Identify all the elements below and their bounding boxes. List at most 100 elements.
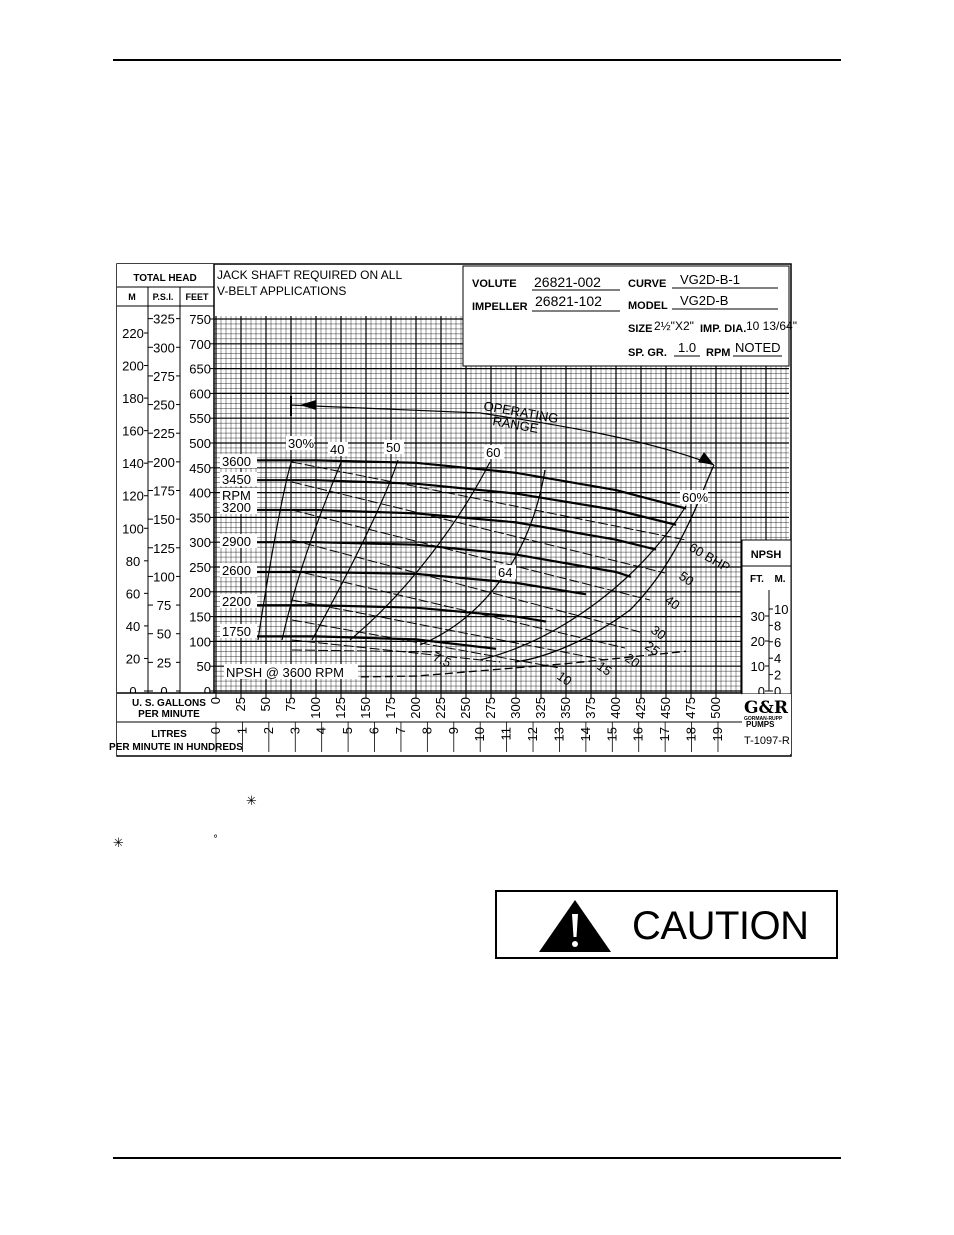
feet-tick-label: 750: [189, 312, 211, 327]
bhp-curve: [291, 461, 687, 541]
head-capacity-curve: [241, 459, 687, 510]
gpm-tick-label: 475: [683, 697, 698, 719]
m-tick-label: 0: [129, 684, 136, 699]
psi-tick-label: 0: [160, 684, 167, 699]
efficiency-curve: [479, 505, 687, 661]
imp-dia-value: 10 13/64": [746, 319, 797, 333]
npsh-m-tick-label: 2: [774, 668, 781, 683]
rpm-label: RPM: [706, 347, 730, 359]
npsh-axis-title: NPSH: [751, 549, 782, 561]
litres-tick-label: 9: [446, 727, 461, 734]
feet-tick-label: 150: [189, 610, 211, 625]
litres-tick-label: 18: [684, 727, 699, 741]
efficiency-curve: [257, 459, 293, 641]
curve-value: VG2D-B-1: [680, 272, 740, 287]
feet-tick-label: 500: [189, 436, 211, 451]
psi-tick-label: 75: [157, 598, 171, 613]
psi-tick-label: 100: [153, 569, 175, 584]
feet-tick-label: 250: [189, 560, 211, 575]
gpm-tick-label: 375: [583, 697, 598, 719]
efficiency-curve: [281, 459, 343, 641]
psi-tick-label: 275: [153, 369, 175, 384]
rpm-curve-label: 2900: [222, 534, 251, 549]
npsh-col-m: M.: [774, 574, 785, 585]
efficiency-curve: [311, 459, 399, 641]
feet-tick-label: 650: [189, 362, 211, 377]
litres-tick-label: 4: [314, 727, 329, 734]
psi-tick-label: 50: [157, 627, 171, 642]
feet-tick-label: 400: [189, 486, 211, 501]
psi-tick-label: 250: [153, 398, 175, 413]
litres-tick-label: 14: [578, 727, 593, 741]
volute-value: 26821-002: [534, 274, 601, 290]
operating-range-arrow: [300, 400, 316, 410]
npsh-curve-label: NPSH @ 3600 RPM: [226, 665, 344, 680]
litres-tick-label: 13: [551, 727, 566, 741]
head-capacity-curve: [241, 508, 657, 551]
efficiency-curve: [349, 461, 491, 641]
gpm-tick-label: 75: [283, 697, 298, 711]
litres-tick-label: 8: [419, 727, 434, 734]
bhp-label: 7.5: [431, 649, 454, 670]
feet-tick-label: 450: [189, 461, 211, 476]
bhp-curve: [291, 619, 561, 669]
npsh-col-ft: FT.: [750, 574, 764, 585]
bhp-label: 25: [642, 638, 662, 659]
litres-tick-label: 10: [472, 727, 487, 741]
gpm-tick-label: 100: [308, 697, 323, 719]
efficiency-label: 30%: [288, 436, 314, 451]
impeller-label: IMPELLER: [472, 301, 528, 313]
feet-tick-label: 50: [197, 659, 211, 674]
rpm-curve-label: RPM: [222, 488, 251, 503]
gpm-tick-label: 275: [483, 697, 498, 719]
rpm-curve-label: 2600: [222, 563, 251, 578]
npsh-m-tick-label: 6: [774, 635, 781, 650]
rpm-curve-label: 3450: [222, 472, 251, 487]
size-value: 2½"X2": [654, 319, 694, 333]
npsh-ft-tick-label: 30: [751, 609, 765, 624]
sp-gr-label: SP. GR.: [628, 347, 667, 359]
sp-gr-value: 1.0: [678, 340, 696, 355]
bhp-curve: [291, 569, 626, 649]
m-tick-label: 140: [122, 456, 144, 471]
m-tick-label: 220: [122, 326, 144, 341]
psi-tick-label: 300: [153, 340, 175, 355]
head-col-feet: FEET: [185, 292, 209, 302]
bhp-label: 30: [648, 622, 668, 643]
npsh-m-tick-label: 0: [774, 684, 781, 699]
feet-tick-label: 0: [204, 684, 211, 699]
bhp-label: 40: [662, 592, 682, 613]
efficiency-label: 60: [486, 445, 500, 460]
psi-tick-label: 225: [153, 426, 175, 441]
rpm-curve-label: 1750: [222, 624, 251, 639]
degree-symbol: °: [213, 834, 218, 845]
impeller-value: 26821-102: [535, 293, 602, 309]
head-col-psi: P.S.I.: [153, 292, 174, 302]
litres-tick-label: 7: [393, 727, 408, 734]
gpm-tick-label: 50: [258, 697, 273, 711]
warning-triangle-icon: [539, 900, 611, 952]
feet-tick-label: 200: [189, 585, 211, 600]
m-tick-label: 180: [122, 391, 144, 406]
bhp-label: 20: [622, 650, 642, 671]
gpm-tick-label: 425: [633, 697, 648, 719]
litres-tick-label: 1: [234, 727, 249, 734]
gpm-tick-label: 325: [533, 697, 548, 719]
logo-subtitle-1: GORMAN-RUPP: [744, 716, 783, 722]
asterisk-note-1: ✳: [246, 794, 257, 809]
gpm-tick-label: 150: [358, 697, 373, 719]
size-label: SIZE: [628, 323, 652, 335]
efficiency-label: 60%: [682, 490, 708, 505]
rpm-curve-label: 3200: [222, 500, 251, 515]
npsh-ft-tick-label: 10: [751, 659, 765, 674]
litres-tick-label: 15: [604, 727, 619, 741]
logo-subtitle-2: PUMPS: [746, 720, 775, 729]
bhp-curve: [291, 539, 641, 633]
curve-label: CURVE: [628, 278, 666, 290]
m-tick-label: 100: [122, 521, 144, 536]
head-col-m: M: [128, 292, 136, 302]
bhp-curve: [291, 649, 441, 653]
m-tick-label: 20: [126, 651, 140, 666]
psi-tick-label: 25: [157, 655, 171, 670]
